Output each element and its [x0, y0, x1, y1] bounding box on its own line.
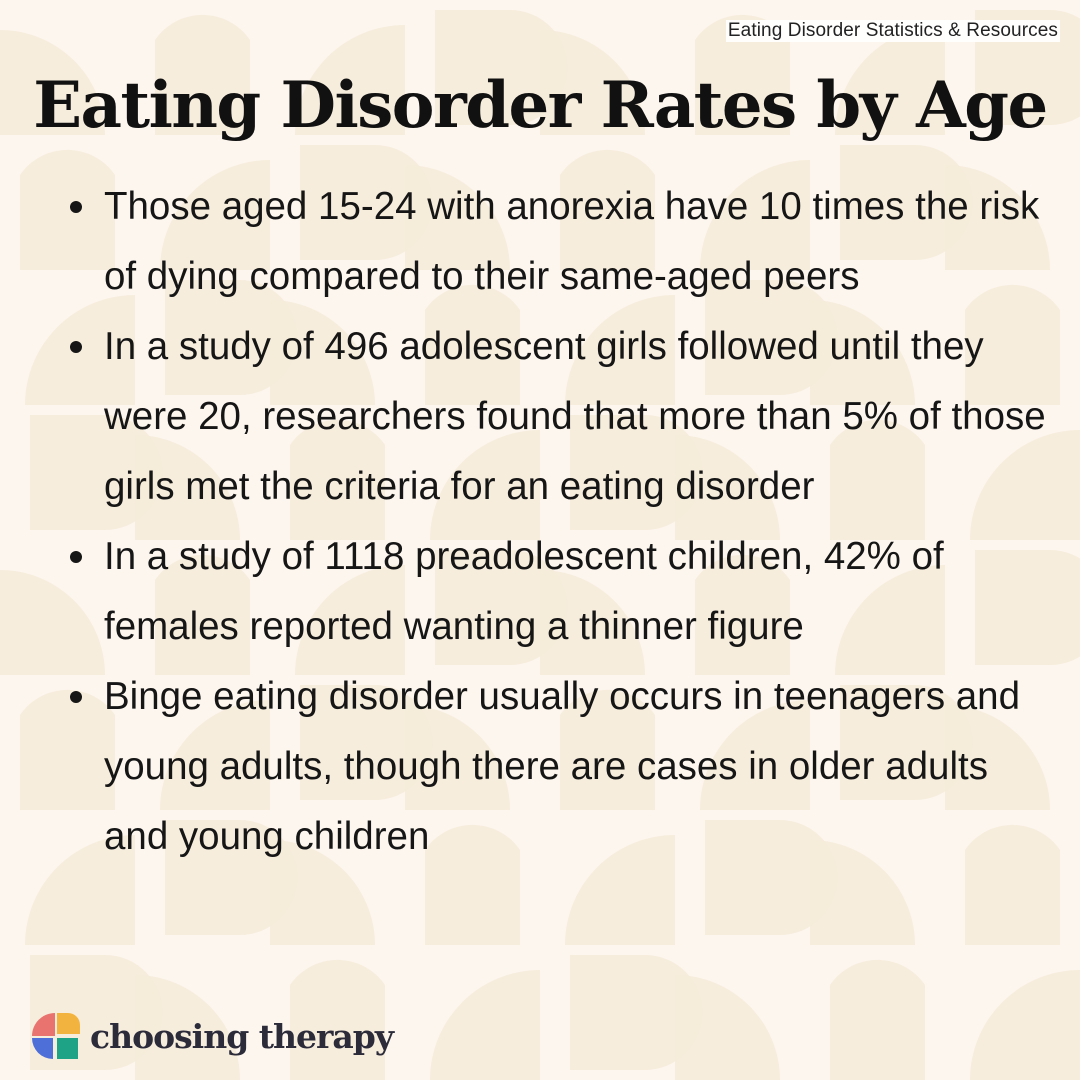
background-shape [20, 689, 115, 810]
background-shape [30, 415, 163, 530]
background-shape [700, 160, 810, 270]
background-shape [830, 959, 925, 1080]
background-shape [540, 570, 645, 675]
background-shape [810, 840, 915, 945]
background-shape [155, 14, 250, 135]
background-shape [295, 565, 405, 675]
background-shape [430, 970, 540, 1080]
background-shape [975, 550, 1080, 665]
background-shape [560, 689, 655, 810]
background-shape [300, 685, 433, 800]
background-shape [290, 419, 385, 540]
background-shape [695, 554, 790, 675]
background-shape [165, 820, 298, 935]
background-shape [965, 824, 1060, 945]
background-shape [700, 700, 810, 810]
background-shape [675, 975, 780, 1080]
background-shape [290, 959, 385, 1080]
bullet-text: Those aged 15-24 with anorexia have 10 t… [104, 185, 1040, 298]
background-shape [830, 419, 925, 540]
background-shape [835, 565, 945, 675]
background-shape [945, 165, 1050, 270]
brand-name: choosing therapy [90, 1016, 394, 1056]
background-shape [25, 835, 135, 945]
bullet-item: Binge eating disorder usually occurs in … [58, 662, 1058, 872]
background-shape [270, 840, 375, 945]
background-shape [160, 160, 270, 270]
bullet-text: Binge eating disorder usually occurs in … [104, 675, 1021, 858]
bullet-text: In a study of 1118 preadolescent childre… [104, 535, 944, 648]
background-shape [810, 300, 915, 405]
background-shape [570, 415, 703, 530]
background-shape [405, 165, 510, 270]
background-shape [560, 149, 655, 270]
top-label: Eating Disorder Statistics & Resources [725, 20, 1060, 42]
background-shape [840, 145, 973, 260]
background-shape [155, 554, 250, 675]
bullet-dot-icon [70, 691, 82, 703]
bullet-list: Those aged 15-24 with anorexia have 10 t… [58, 172, 1058, 872]
brand: choosing therapy [30, 1011, 394, 1061]
bullet-dot-icon [70, 341, 82, 353]
background-shape [965, 284, 1060, 405]
bullet-dot-icon [70, 201, 82, 213]
background-shape [135, 435, 240, 540]
bullet-item: In a study of 1118 preadolescent childre… [58, 522, 1058, 662]
background-shape [20, 149, 115, 270]
background-shape [425, 824, 520, 945]
bullet-item: Those aged 15-24 with anorexia have 10 t… [58, 172, 1058, 312]
background-shape [675, 435, 780, 540]
background-shape [435, 550, 568, 665]
background-shape [540, 30, 645, 135]
bullet-dot-icon [70, 551, 82, 563]
background-shape [0, 30, 105, 135]
background-shape [705, 820, 838, 935]
background-shape [835, 25, 945, 135]
background-shape [565, 835, 675, 945]
background-shape [435, 10, 568, 125]
background-shape [705, 280, 838, 395]
background-shape [970, 970, 1080, 1080]
background-shape [135, 975, 240, 1080]
background-shape [570, 955, 703, 1070]
background-shape [970, 430, 1080, 540]
bullet-item: In a study of 496 adolescent girls follo… [58, 312, 1058, 522]
choosing-therapy-logo-icon [32, 1013, 80, 1059]
background-shape [165, 280, 298, 395]
background-shape [945, 705, 1050, 810]
page-title: Eating Disorder Rates by Age [33, 68, 1048, 143]
background-shape [695, 14, 790, 135]
background-shape [295, 25, 405, 135]
background-shape [425, 284, 520, 405]
background-shape [160, 700, 270, 810]
background-shape [300, 145, 433, 260]
background-shape [0, 570, 105, 675]
background-shape [565, 295, 675, 405]
background-shape [405, 705, 510, 810]
background-shape [270, 300, 375, 405]
background-shape [430, 430, 540, 540]
background-shape [840, 685, 973, 800]
bullet-text: In a study of 496 adolescent girls follo… [104, 325, 1046, 508]
